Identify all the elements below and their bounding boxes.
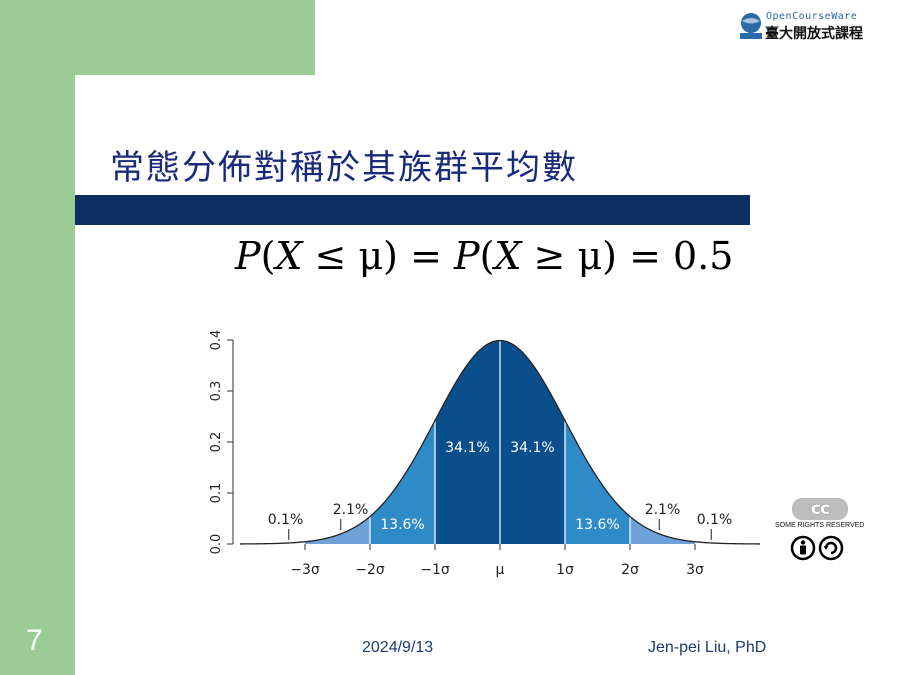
attribution-icon xyxy=(790,535,816,561)
logo-top-text: OpenCourseWare xyxy=(766,11,858,22)
slide-title: 常態分佈對稱於其族群平均數 xyxy=(110,148,578,188)
y-tick-label: 0.0 xyxy=(209,534,224,555)
region-label: 2.1% xyxy=(645,502,681,518)
logo-bottom-text: 臺大開放式課程 xyxy=(765,26,863,42)
y-tick-label: 0.2 xyxy=(209,432,224,453)
formula-paren1: ( xyxy=(260,234,276,278)
x-tick-label: μ xyxy=(496,562,505,578)
x-tick-label: −3σ xyxy=(290,562,320,578)
formula-le: ≤ μ) = xyxy=(302,234,454,278)
formula-x1: X xyxy=(275,234,303,278)
x-tick-label: −2σ xyxy=(355,562,385,578)
formula-ge: ≥ μ) = 0.5 xyxy=(521,234,734,278)
ocw-globe-icon xyxy=(740,13,762,39)
formula-p2: P xyxy=(454,234,480,278)
x-tick-label: 2σ xyxy=(621,562,639,578)
formula-x2: X xyxy=(494,234,522,278)
cc-logo-text: cc xyxy=(810,499,830,519)
normal-distribution-chart: 0.0 0.1 0.2 0.3 0.4 −3σ −2σ −1σ μ 1σ 2σ 3σ 34.1% 34.1… xyxy=(209,330,760,578)
formula-p1: P xyxy=(235,234,261,278)
y-tick-label: 0.3 xyxy=(209,381,224,402)
formula-paren2: ( xyxy=(479,234,495,278)
density-curve xyxy=(239,339,760,545)
ntu-ocw-logo: OpenCourseWare 臺大開放式課程 xyxy=(738,10,888,44)
share-alike-icon xyxy=(818,535,844,561)
y-tick-label: 0.4 xyxy=(209,330,224,351)
region-label: 34.1% xyxy=(510,440,554,456)
region-label: 13.6% xyxy=(575,517,619,533)
tail-label: 0.1% xyxy=(697,512,733,528)
region-label: 2.1% xyxy=(333,502,369,518)
formula: P(X ≤ μ) = P(X ≥ μ) = 0.5 xyxy=(235,234,733,278)
slide-date: 2024/9/13 xyxy=(362,639,434,656)
x-tick-label: −1σ xyxy=(420,562,450,578)
slide-number: 7 xyxy=(26,624,43,657)
tail-label: 0.1% xyxy=(268,512,304,528)
region-5 xyxy=(630,516,695,544)
cc-license-badge[interactable]: cc SOME RIGHTS RESERVED xyxy=(772,498,865,562)
slide-author: Jen-pei Liu, PhD xyxy=(648,639,767,656)
region-label: 34.1% xyxy=(445,440,489,456)
cc-icons xyxy=(790,535,844,561)
title-underline-bar xyxy=(75,195,750,225)
x-tick-label: 1σ xyxy=(556,562,574,578)
region-label: 13.6% xyxy=(380,517,424,533)
top-green-band xyxy=(0,0,315,75)
cc-rights-text: SOME RIGHTS RESERVED xyxy=(775,522,865,529)
cc-logo: cc xyxy=(792,498,848,520)
region-0 xyxy=(305,516,370,544)
left-green-band xyxy=(0,0,75,675)
x-tick-label: 3σ xyxy=(686,562,704,578)
y-tick-label: 0.1 xyxy=(209,483,224,504)
